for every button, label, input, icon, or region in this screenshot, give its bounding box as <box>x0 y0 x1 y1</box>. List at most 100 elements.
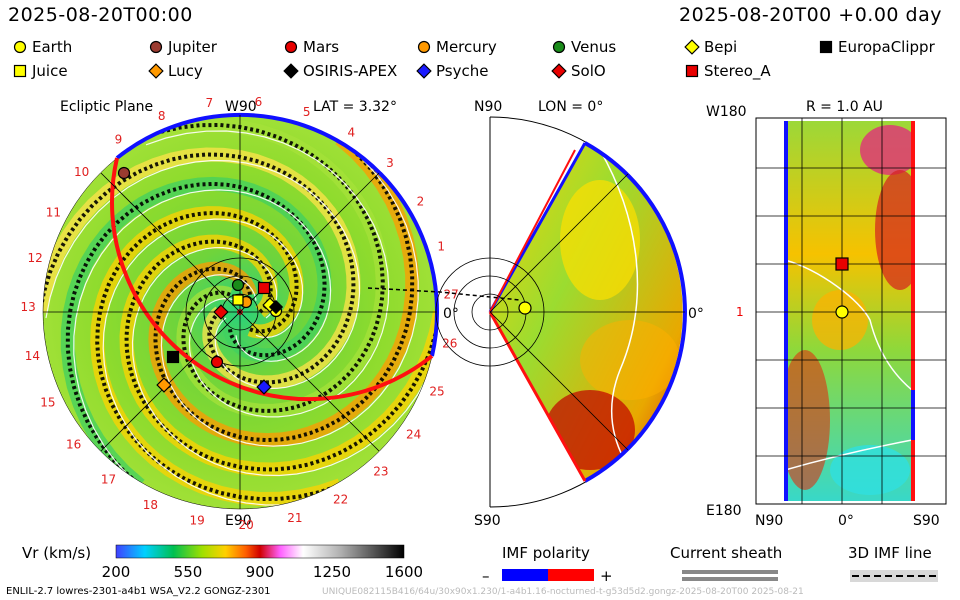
sky-x-right: S90 <box>913 513 940 529</box>
legend-jupiter-marker <box>149 40 163 54</box>
white-contour <box>131 246 437 477</box>
marker-juice <box>232 294 244 306</box>
legend-osiris-apex-marker <box>283 63 299 79</box>
carrington-tick-4: 4 <box>347 126 355 140</box>
imf-line-trace <box>367 287 521 301</box>
legend-item-lucy: Lucy <box>148 62 203 80</box>
marker-psyche <box>256 379 272 395</box>
marker-solo <box>213 304 229 320</box>
legend-bepi-marker <box>684 39 700 55</box>
ecliptic-panel-labels: Ecliptic Plane W90 LAT = 3.32° E90 0° <box>60 99 459 529</box>
imf-line-swatch-bg <box>850 570 938 582</box>
carrington-tick-11: 11 <box>46 205 61 219</box>
legend-label: Mars <box>303 38 340 56</box>
legend-label: SolO <box>571 62 606 80</box>
carrington-tick-17: 17 <box>101 472 116 486</box>
carrington-tick-10: 10 <box>74 165 89 179</box>
legend-label: EuropaClippr <box>838 38 935 56</box>
legend-item-osiris-apex: OSIRIS-APEX <box>283 62 397 80</box>
legend-label: Earth <box>32 38 73 56</box>
legend-label: Mercury <box>436 38 497 56</box>
carrington-tick-14: 14 <box>25 349 40 363</box>
colorbar-tick-1250: 1250 <box>313 563 351 581</box>
legend-label: Jupiter <box>168 38 217 56</box>
footer-right: UNIQUE082115B416/64u/30x90x1.230/1-a4b1.… <box>322 587 804 597</box>
ecliptic-title: Ecliptic Plane <box>60 99 153 115</box>
ecliptic-polarity-ring-negative <box>115 112 439 357</box>
carrington-tick-13: 13 <box>20 300 35 314</box>
legend-item-mars: Mars <box>283 38 339 56</box>
ecliptic-polarity-ring-positive <box>110 157 434 402</box>
marker-lucy <box>156 377 172 393</box>
legend-psyche-marker <box>416 63 432 79</box>
carrington-tick-8: 8 <box>158 109 166 123</box>
imf-negative-swatch <box>502 569 548 581</box>
sky-x-mid: 0° <box>838 513 854 529</box>
carrington-tick-22: 22 <box>333 493 348 507</box>
marker-osiris-apex <box>268 299 284 315</box>
marker-venus <box>231 278 245 292</box>
carrington-tick-16: 16 <box>66 438 81 452</box>
carrington-tick-12: 12 <box>28 251 43 265</box>
white-contour <box>145 130 390 418</box>
marker-europaclippr <box>166 350 180 364</box>
legend-label: Venus <box>571 38 617 56</box>
legend-item-europaclippr: EuropaClippr <box>818 38 935 56</box>
carrington-tick-7: 7 <box>205 96 213 110</box>
carrington-tick-26: 26 <box>442 337 457 351</box>
imf-plus-label: + <box>600 567 613 585</box>
legend-earth-marker <box>13 40 27 54</box>
meridional-bottom-label: S90 <box>474 513 501 529</box>
carrington-tick-3: 3 <box>386 156 394 170</box>
meridional-right-label: 0° <box>688 306 704 322</box>
carrington-tick-15: 15 <box>40 396 55 410</box>
colorbar-ticks: 200 550 900 1250 1600 <box>102 563 423 581</box>
legend-item-bepi: Bepi <box>684 38 737 56</box>
colorbar-label: Vr (km/s) <box>22 544 91 562</box>
carrington-tick-1: 1 <box>437 239 445 253</box>
colorbar-tick-1600: 1600 <box>385 563 423 581</box>
meridional-lon-label: LON = 0° <box>538 99 603 115</box>
sky-bottom-left-label: E180 <box>706 503 742 519</box>
legend-label: Bepi <box>704 38 738 56</box>
carrington-tick-5: 5 <box>303 105 311 119</box>
legend-item-psyche: Psyche <box>416 62 488 80</box>
carrington-tick-18: 18 <box>143 498 158 512</box>
sky-r-label: R = 1.0 AU <box>806 99 883 115</box>
legend-item-earth: Earth <box>12 38 72 56</box>
carrington-tick-19: 19 <box>189 514 204 528</box>
meridional-top-label: N90 <box>474 99 502 115</box>
imf-line-label: 3D IMF line <box>848 544 932 562</box>
colorbar-tick-550: 550 <box>174 563 203 581</box>
right-datetime: 2025-08-20T00 +0.00 day <box>679 4 942 26</box>
current-sheath-swatch-1 <box>682 570 778 574</box>
legend-item-venus: Venus <box>551 38 616 56</box>
colorbar-tick-200: 200 <box>102 563 131 581</box>
meridional-panel-labels: N90 LON = 0° S90 0° <box>474 99 704 529</box>
carrington-tick-6: 6 <box>255 95 263 109</box>
carrington-tick-2: 2 <box>417 195 425 209</box>
imf-positive-swatch <box>548 569 594 581</box>
legend-europaclippr-marker <box>819 40 833 54</box>
legend-solo-marker <box>551 63 567 79</box>
legend-stereo-a-marker <box>685 64 699 78</box>
current-sheath-label: Current sheath <box>670 544 782 562</box>
white-contour <box>160 144 419 447</box>
imf-minus-label: – <box>482 567 490 585</box>
marker-jupiter <box>117 166 131 180</box>
legend-juice-marker <box>13 64 27 78</box>
ecliptic-right-label: 0° <box>443 306 459 322</box>
marker-stereo-a-sky <box>835 257 849 271</box>
carrington-tick-21: 21 <box>287 511 302 525</box>
marker-earth-sky <box>835 305 849 319</box>
sky-map <box>755 117 947 505</box>
white-contour <box>102 218 347 506</box>
legend-item-jupiter: Jupiter <box>148 38 217 56</box>
white-contour <box>73 189 332 492</box>
footer-left: ENLIL-2.7 lowres-2301-a4b1 WSA_V2.2 GONG… <box>6 586 271 597</box>
legend-item-juice: Juice <box>12 62 68 80</box>
legend-label: Lucy <box>168 62 203 80</box>
colorbar-tick-900: 900 <box>246 563 275 581</box>
